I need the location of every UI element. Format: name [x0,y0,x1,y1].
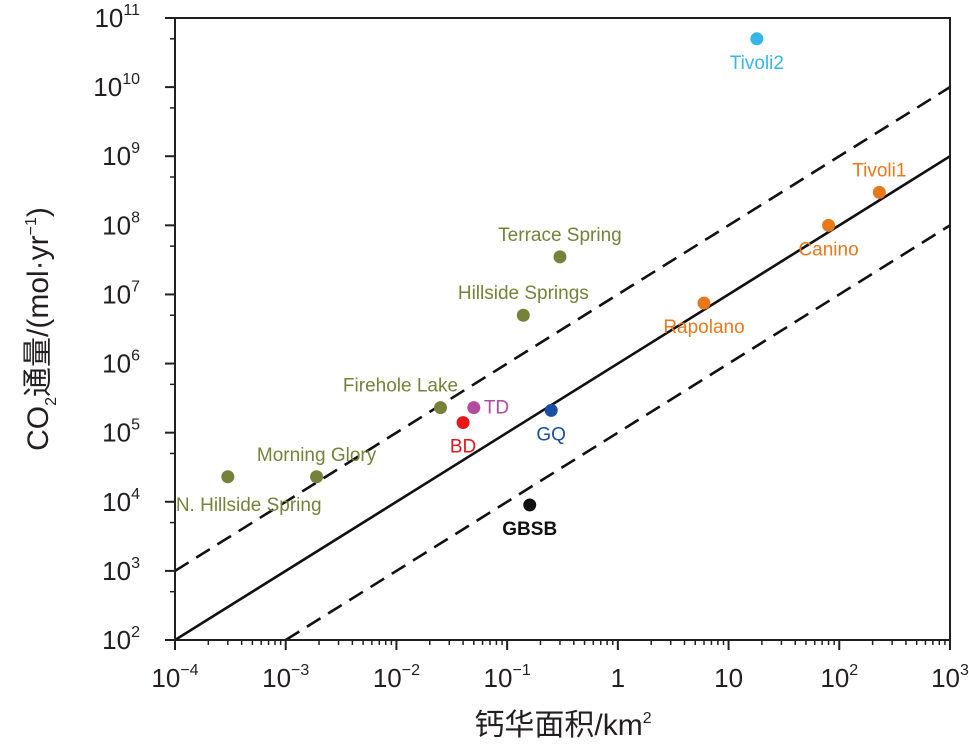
y-tick-label: 105 [102,417,140,448]
point-label: Tivoli1 [852,160,906,181]
point-label: Canino [798,239,858,260]
data-point [456,416,470,430]
data-point [822,218,836,232]
data-point [750,32,764,46]
data-points: N. Hillside Spring Morning Glory Firehole … [176,32,906,540]
x-tick-label: 1 [611,663,625,693]
y-tick-label: 107 [102,278,140,309]
y-tick-label: 104 [102,486,140,517]
x-axis-title: 钙华面积/km2 [474,709,651,742]
point-label: Hillside Springs [458,283,589,304]
reference-line-dashed [175,86,950,572]
x-tick-label: 10 [714,663,743,693]
point-label: Terrace Spring [498,225,622,246]
reference-lines [175,86,950,640]
y-tick-label: 109 [102,140,140,171]
reference-line-dashed [285,224,950,640]
data-point [221,470,235,484]
data-point [697,296,711,310]
point-label: BD [450,437,476,458]
y-tick-label: 106 [102,348,140,379]
x-tick-label: 10−2 [373,662,420,693]
data-point [433,401,447,415]
y-axis-ticks: 102 103 104 105 106 107 108 109 1010 1011 [93,2,175,655]
y-axis-title: CO2通量/(mol·yr−1) [22,207,60,451]
x-tick-label: 10−1 [484,662,531,693]
point-label: GQ [536,424,566,445]
data-point [872,185,886,199]
y-tick-label: 108 [102,209,140,240]
data-point [516,308,530,322]
x-axis-ticks: 10−4 10−3 10−2 10−1 1 10 102 103 [151,640,969,693]
data-point [310,470,324,484]
data-point [553,250,567,264]
point-label: TD [484,398,509,419]
reference-line-solid [175,155,950,640]
point-label: Rapolano [663,317,744,338]
x-tick-label: 10−3 [262,662,309,693]
point-label: Tivoli2 [730,53,784,74]
data-point [544,403,558,417]
data-point [467,401,481,415]
plot-frame [174,17,951,641]
point-label: N. Hillside Spring [176,495,322,516]
x-tick-label: 103 [931,662,969,693]
point-label: Morning Glory [257,445,377,466]
data-point [523,498,537,512]
y-tick-label: 103 [102,555,140,586]
point-label: Firehole Lake [343,376,458,397]
x-tick-label: 102 [820,662,858,693]
point-label: GBSB [502,519,557,540]
y-tick-label: 1010 [93,71,140,102]
x-tick-label: 10−4 [151,662,198,693]
y-tick-label: 1011 [94,2,140,33]
y-tick-label: 102 [102,624,140,655]
